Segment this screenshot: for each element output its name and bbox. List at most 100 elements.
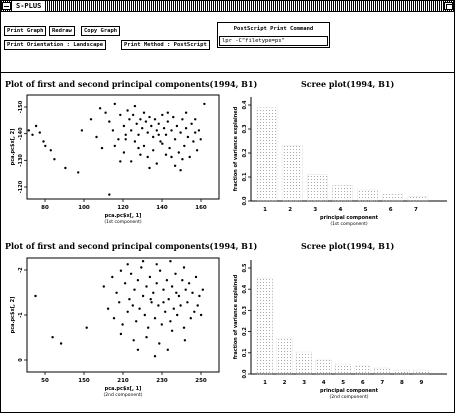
data-point — [34, 124, 38, 128]
data-point — [119, 113, 122, 117]
data-point — [27, 129, 30, 132]
print-graph-button[interactable]: Print Graph — [4, 26, 47, 36]
data-point — [34, 294, 37, 298]
data-point — [117, 138, 120, 141]
data-point — [190, 122, 193, 125]
y-axis-label: pca.pc$x[, 2] — [10, 297, 16, 334]
data-point — [145, 285, 148, 288]
data-point — [126, 310, 129, 313]
data-point — [161, 142, 164, 145]
data-point — [153, 317, 157, 320]
data-point — [172, 115, 175, 119]
data-point — [49, 149, 52, 152]
data-point — [131, 304, 134, 307]
data-point — [169, 320, 172, 323]
data-point — [170, 329, 174, 332]
bottom-left-plot-title: Plot of first and second principal compo… — [5, 241, 258, 251]
data-point — [115, 291, 118, 294]
postscript-command-group: PostScript Print Command lpr -C"filetype… — [217, 22, 330, 48]
data-point — [139, 153, 142, 156]
data-point — [186, 301, 189, 304]
x-tick-label: 100 — [78, 205, 90, 211]
data-point — [173, 164, 177, 167]
data-point — [51, 336, 54, 339]
data-point — [131, 113, 135, 117]
data-point — [152, 149, 155, 152]
data-point — [194, 275, 198, 279]
bottom-left-scatter-plot: 50 150 210 230 250 0 -1 -2 pca.pc$x[, 1](2nd com… — [10, 257, 220, 398]
data-point — [89, 118, 93, 121]
x-tick-label: 6 — [361, 380, 365, 386]
data-point — [162, 301, 165, 304]
scree-bar — [295, 351, 312, 375]
x-tick-label: 9 — [420, 380, 424, 386]
data-point — [166, 348, 169, 351]
x-tick-label: 160 — [195, 205, 207, 211]
data-point — [168, 146, 171, 150]
x-axis-sublabel: (1st component) — [104, 219, 142, 225]
data-point — [155, 162, 158, 165]
data-point — [167, 298, 170, 301]
y-tick-label: 0.2 — [242, 148, 248, 157]
y-tick-label: 0.4 — [242, 100, 248, 109]
x-axis-label: pca.pc$x[, 1] — [105, 213, 142, 219]
print-orientation-button[interactable]: Print Orientation : Landscape — [4, 40, 107, 50]
data-point — [160, 323, 163, 326]
x-axis-label: principal component — [320, 388, 379, 394]
data-point — [184, 111, 188, 114]
scree-bar — [332, 185, 353, 202]
data-point — [141, 294, 145, 298]
plot-frame — [26, 94, 220, 200]
data-point — [155, 263, 158, 266]
x-tick-label: 5 — [341, 380, 345, 386]
data-point — [179, 304, 182, 307]
data-point — [186, 135, 190, 139]
x-axis-sublabel: (1st component) — [330, 221, 368, 227]
data-point — [192, 140, 195, 143]
y-tick-label: 0.0 — [242, 196, 248, 205]
data-point — [122, 124, 126, 128]
data-point — [157, 304, 160, 307]
y-tick-label: -140 — [18, 127, 24, 140]
x-tick-label: 6 — [389, 207, 393, 213]
copy-graph-button[interactable]: Copy Graph — [81, 26, 121, 36]
data-point — [135, 122, 138, 125]
data-point — [31, 133, 34, 136]
data-point — [106, 307, 110, 310]
window-menu-icon[interactable] — [2, 2, 11, 10]
scree-bar — [374, 367, 391, 375]
data-point — [138, 307, 141, 310]
data-point — [85, 326, 88, 329]
data-point — [182, 266, 186, 269]
data-point — [157, 133, 160, 136]
redraw-button[interactable]: Redraw — [49, 26, 75, 36]
data-point — [128, 118, 131, 121]
data-point — [166, 111, 169, 114]
data-point — [113, 144, 117, 148]
data-point — [199, 313, 203, 317]
title-bar[interactable]: S-PLUS — [1, 1, 454, 12]
data-point — [158, 342, 161, 345]
data-point — [118, 301, 121, 304]
print-method-button[interactable]: Print Method : PostScript — [121, 40, 210, 50]
bottom-right-scree-plot: 1 2 3 4 5 6 7 8 9 0.0 0.1 0.2 0.3 0.4 0.5 principal com… — [233, 260, 447, 400]
x-tick-label: 250 — [195, 378, 207, 384]
data-point — [179, 131, 182, 134]
y-tick-label: 0.2 — [242, 327, 248, 336]
data-point — [139, 118, 142, 121]
x-axis-label: pca.pc$x[, 1] — [105, 386, 142, 392]
x-axis-sublabel: (2nd component) — [330, 394, 369, 400]
x-tick-label: 4 — [339, 207, 343, 213]
x-tick-label: 3 — [302, 380, 306, 386]
scree-bar — [393, 369, 410, 375]
data-point — [108, 120, 111, 123]
data-point — [183, 339, 187, 342]
data-point — [124, 138, 127, 141]
data-point — [198, 294, 201, 298]
data-point — [135, 320, 138, 323]
maximize-icon[interactable] — [444, 2, 453, 10]
y-tick-label: 0.1 — [242, 172, 248, 181]
postscript-command-input[interactable]: lpr -C"filetype=ps" — [219, 36, 328, 46]
x-tick-label: 5 — [364, 207, 368, 213]
y-tick-label: -1 — [18, 312, 24, 318]
